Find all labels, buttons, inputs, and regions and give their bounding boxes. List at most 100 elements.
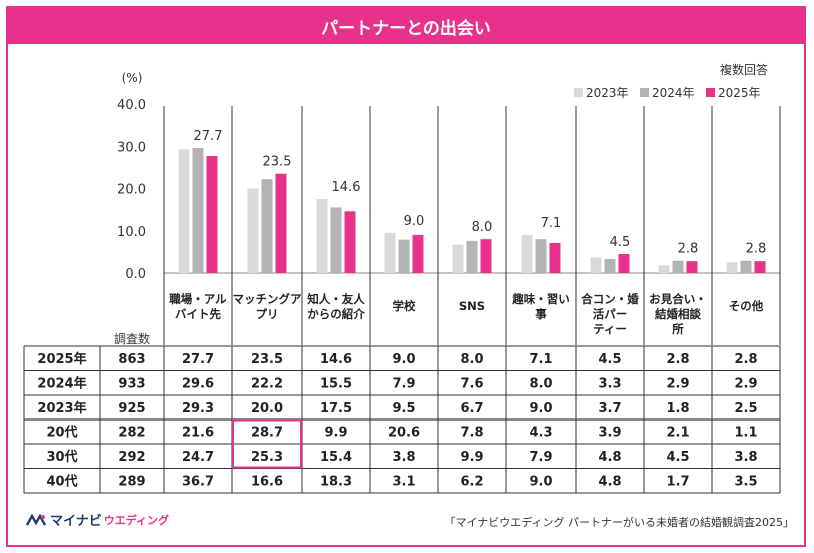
data-label: 27.7 [194, 129, 223, 144]
bar [740, 260, 752, 273]
category-label: バイト先 [175, 307, 221, 321]
y-tick-label: 20.0 [117, 183, 146, 198]
legend-swatch [574, 88, 583, 97]
table-cell: 2.8 [734, 352, 757, 367]
table-cell: 18.3 [320, 475, 352, 490]
row-label: 40代 [46, 474, 77, 490]
table-cell: 1.1 [734, 426, 757, 441]
y-tick-label: 10.0 [117, 225, 146, 240]
table-cell: 29.6 [182, 377, 214, 392]
category-label: 事 [535, 307, 547, 321]
bar [686, 261, 698, 273]
logo-sub-text: ウエディング [103, 513, 169, 527]
logo-main-text: マイナビ [50, 514, 102, 529]
row-label: 2023年 [37, 400, 86, 416]
table-cell: 17.5 [320, 401, 352, 416]
bar [344, 211, 356, 273]
row-label: 2025年 [37, 351, 86, 367]
table-cell: 7.1 [529, 352, 552, 367]
category-label: 職場・アル [169, 292, 227, 306]
bar [330, 207, 342, 273]
table-cell: 25.3 [251, 450, 283, 465]
source-note: 「マイナビウエディング パートナーがいる未婚者の結婚観調査2025」 [444, 516, 795, 529]
table-cell: 2.9 [734, 377, 757, 392]
bar [658, 265, 670, 273]
bar [398, 239, 410, 273]
bar [384, 232, 396, 273]
legend-label: 2025年 [718, 86, 761, 100]
figure-frame: パートナーとの出会い [6, 6, 806, 547]
table-cell: 4.3 [529, 426, 552, 441]
table-cell: 3.7 [598, 401, 621, 416]
table-cell: 36.7 [182, 475, 214, 490]
table-cell: 3.3 [598, 377, 621, 392]
brand-logo: マイナビ ウエディング [25, 510, 169, 529]
y-tick-label: 30.0 [117, 140, 146, 155]
table-cell: 2.8 [666, 352, 689, 367]
table-cell: 9.0 [392, 352, 415, 367]
bar [178, 149, 190, 273]
table-cell: 3.1 [392, 475, 415, 490]
bar [726, 262, 738, 273]
table-cell: 2.9 [666, 377, 689, 392]
bar [206, 155, 218, 273]
category-label: お見合い・ [649, 292, 707, 306]
bar [590, 257, 602, 273]
data-label: 4.5 [610, 235, 631, 250]
table-cell: 7.9 [529, 450, 552, 465]
row-label: 2024年 [37, 376, 86, 392]
bar [466, 240, 478, 273]
bar [247, 188, 259, 273]
category-label: 学校 [393, 299, 416, 313]
note-multiple-answer: 複数回答 [720, 62, 768, 77]
table-cell: 22.2 [251, 377, 283, 392]
data-label: 2.8 [678, 242, 699, 257]
table-cell: 1.8 [666, 401, 689, 416]
bar [535, 239, 547, 273]
legend-label: 2024年 [652, 86, 695, 100]
category-label: ティー [593, 322, 627, 336]
bar [604, 259, 616, 273]
row-n-value: 282 [118, 426, 145, 441]
category-label: からの紹介 [307, 307, 365, 321]
table-cell: 15.5 [320, 377, 352, 392]
row-label: 20代 [46, 425, 77, 441]
table-cell: 2.5 [734, 401, 757, 416]
table-cell: 4.8 [598, 475, 621, 490]
table-cell: 3.8 [392, 450, 415, 465]
bar [754, 261, 766, 273]
table-cell: 8.0 [529, 377, 552, 392]
table-cell: 21.6 [182, 426, 214, 441]
bar [549, 243, 561, 273]
data-label: 2.8 [746, 242, 767, 257]
table-cell: 9.5 [392, 401, 415, 416]
data-label: 7.1 [541, 216, 562, 231]
legend-swatch [706, 88, 715, 97]
bar [452, 244, 464, 273]
category-label: 合コン・婚 [581, 292, 639, 306]
table-cell: 9.0 [529, 401, 552, 416]
category-label: マッチングア [233, 292, 302, 306]
table-cell: 20.0 [251, 401, 283, 416]
category-label: 活パー [593, 307, 628, 321]
table-cell: 7.6 [460, 377, 483, 392]
bar [192, 147, 204, 273]
table-cell: 9.9 [460, 450, 483, 465]
table-cell: 7.8 [460, 426, 483, 441]
table-cell: 4.8 [598, 450, 621, 465]
y-tick-label: 0.0 [125, 267, 146, 282]
bar [275, 173, 287, 273]
category-label: 趣味・習い [511, 292, 570, 306]
n-column-header: 調査数 [114, 331, 150, 346]
table-cell: 4.5 [598, 352, 621, 367]
bar [316, 199, 328, 273]
bar [521, 234, 533, 273]
row-n-value: 925 [118, 401, 145, 416]
y-axis-unit: (%) [122, 71, 143, 85]
legend-label: 2023年 [586, 86, 629, 100]
table-cell: 9.0 [529, 475, 552, 490]
table-cell: 27.7 [182, 352, 214, 367]
logo-icon [25, 513, 47, 526]
table-cell: 24.7 [182, 450, 214, 465]
